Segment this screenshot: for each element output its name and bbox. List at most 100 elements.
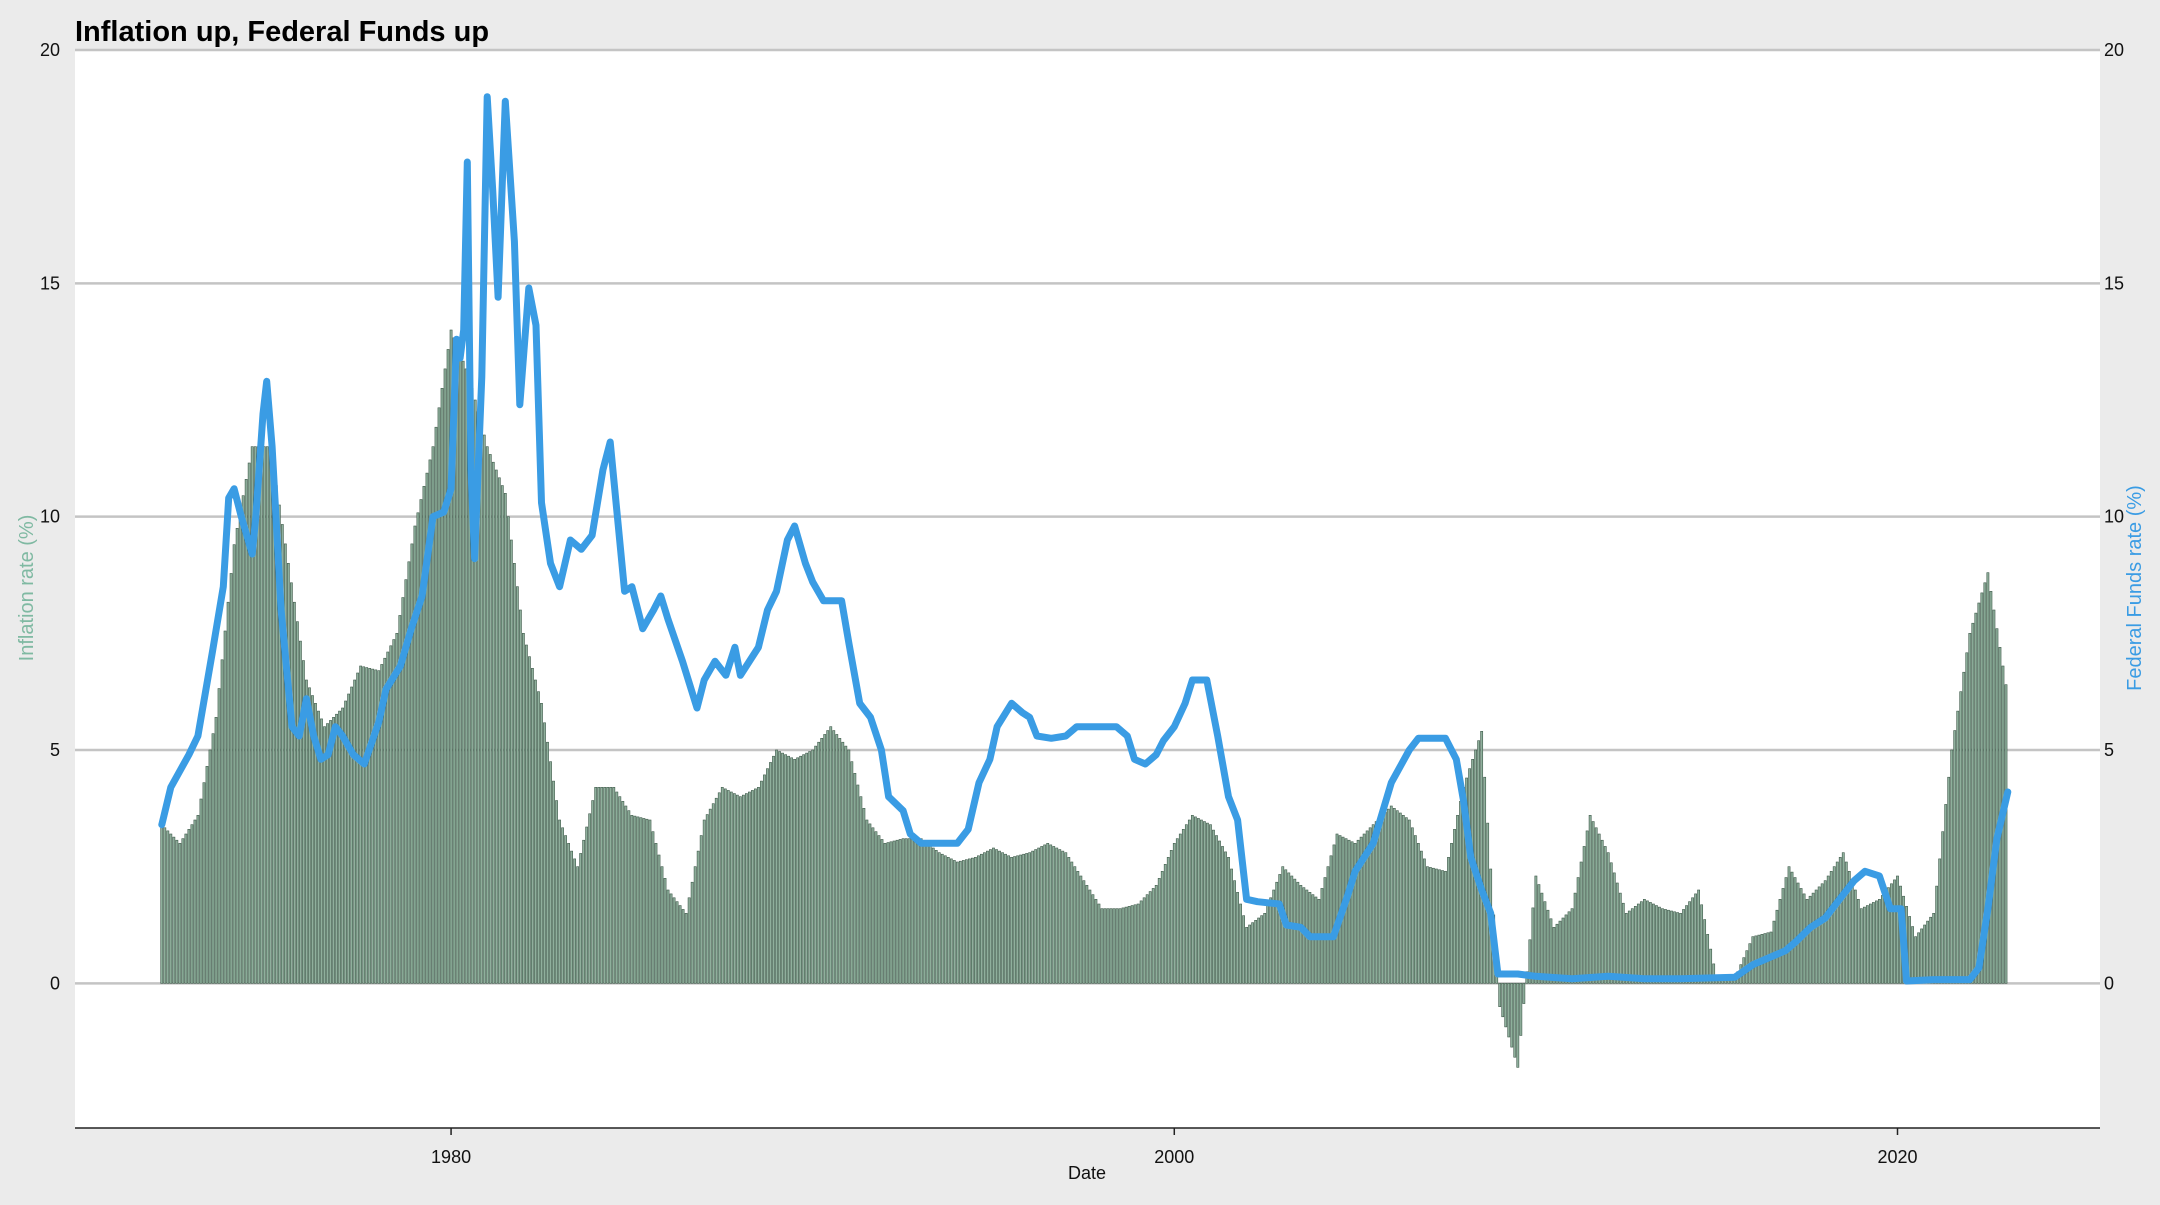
inflation-bar	[735, 794, 739, 984]
inflation-bar	[1600, 839, 1604, 984]
inflation-bar	[763, 774, 766, 984]
inflation-bar	[1603, 846, 1607, 984]
inflation-bar	[1438, 869, 1441, 984]
inflation-bar	[1751, 936, 1755, 984]
inflation-bar	[1697, 889, 1701, 984]
inflation-bar	[546, 741, 549, 984]
inflation-bar	[748, 791, 751, 984]
inflation-bar	[1965, 652, 1969, 984]
inflation-bar	[799, 755, 803, 984]
inflation-bar	[166, 830, 170, 984]
inflation-bar	[937, 852, 941, 984]
inflation-bar	[672, 897, 676, 984]
inflation-bar	[1564, 914, 1568, 984]
inflation-bar	[1878, 899, 1881, 984]
inflation-bar	[1326, 866, 1330, 984]
inflation-bar	[1380, 815, 1384, 984]
inflation-bar	[952, 860, 956, 984]
inflation-bar	[633, 815, 637, 984]
inflation-bar	[1573, 892, 1577, 984]
inflation-bar	[1887, 887, 1890, 984]
inflation-bar	[1395, 810, 1399, 984]
inflation-bar	[350, 686, 354, 984]
inflation-bar	[1537, 884, 1541, 984]
inflation-bar	[1245, 927, 1248, 984]
inflation-bar	[253, 446, 257, 984]
inflation-bar	[512, 563, 516, 984]
inflation-bar	[1832, 866, 1836, 984]
inflation-bar	[308, 687, 311, 984]
inflation-bar	[500, 485, 504, 984]
inflation-bar	[971, 857, 974, 984]
inflation-bar	[413, 525, 417, 984]
inflation-bar	[1790, 871, 1794, 984]
inflation-bar	[1064, 852, 1068, 984]
inflation-bar	[1368, 827, 1372, 984]
inflation-bar	[738, 796, 742, 984]
inflation-bar	[265, 446, 269, 984]
inflation-bar	[1823, 880, 1827, 984]
inflation-bar	[567, 843, 570, 984]
inflation-bar	[1444, 871, 1447, 984]
inflation-bar	[1227, 857, 1230, 984]
inflation-bar	[705, 814, 709, 984]
y-tick-label-left: 15	[40, 273, 60, 293]
inflation-bar	[522, 633, 525, 984]
inflation-bar	[2004, 684, 2008, 984]
inflation-bar	[1130, 905, 1134, 984]
inflation-bar	[1808, 895, 1812, 984]
inflation-bar	[410, 543, 414, 984]
inflation-bar	[1055, 847, 1059, 984]
inflation-bar	[380, 664, 384, 984]
inflation-bar	[1275, 881, 1279, 984]
inflation-bar	[491, 461, 495, 984]
inflation-bar	[1775, 909, 1779, 984]
inflation-bar	[163, 827, 167, 984]
inflation-bar	[1181, 829, 1185, 984]
inflation-bar	[684, 913, 688, 984]
inflation-bar	[1145, 894, 1149, 984]
inflation-bar	[1890, 883, 1893, 984]
inflation-bar	[1555, 923, 1559, 984]
inflation-bar	[600, 787, 604, 984]
inflation-bar	[320, 718, 323, 984]
inflation-bar	[805, 752, 809, 984]
inflation-bar	[856, 784, 860, 984]
inflation-bar	[199, 798, 203, 984]
inflation-bar	[624, 805, 628, 984]
inflation-bar	[1971, 622, 1975, 984]
y-tick-label-right: 20	[2104, 40, 2124, 60]
inflation-bar	[1597, 833, 1601, 984]
inflation-bar	[964, 859, 968, 984]
inflation-bar	[1856, 899, 1860, 984]
inflation-bar	[1016, 855, 1019, 984]
inflation-bar	[1386, 808, 1390, 984]
inflation-bar	[570, 850, 573, 984]
inflation-bar	[1962, 671, 1966, 984]
inflation-bar	[1850, 880, 1854, 984]
inflation-bar	[1636, 903, 1640, 984]
inflation-bar	[1419, 850, 1423, 984]
inflation-bar	[1944, 804, 1948, 984]
inflation-bar	[1139, 900, 1143, 984]
inflation-bar	[247, 462, 251, 984]
y-axis-label-left: Inflation rate (%)	[16, 515, 38, 662]
inflation-bar	[1317, 899, 1321, 984]
inflation-bar	[995, 849, 998, 984]
inflation-bar	[1160, 871, 1164, 984]
inflation-bar	[1103, 908, 1107, 984]
inflation-bar	[1296, 881, 1300, 984]
inflation-bar	[1893, 879, 1896, 984]
inflation-bar	[461, 360, 465, 984]
inflation-bar	[1260, 915, 1264, 984]
inflation-bar	[1447, 857, 1450, 984]
inflation-bar	[1633, 906, 1637, 984]
inflation-bar	[494, 469, 498, 984]
inflation-bar	[458, 353, 462, 984]
inflation-bar	[175, 839, 179, 984]
inflation-bar	[886, 842, 890, 984]
inflation-bar	[214, 717, 218, 984]
inflation-bar	[286, 563, 290, 984]
inflation-bar	[398, 615, 402, 984]
